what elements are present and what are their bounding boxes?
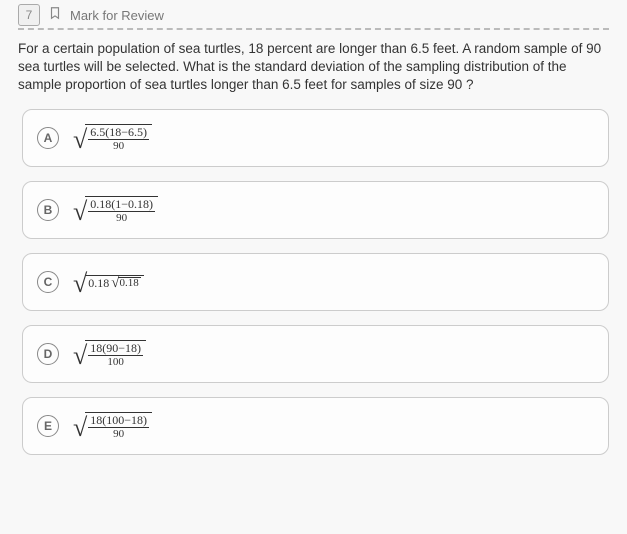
opt-e-den: 90 [113, 428, 124, 440]
option-letter-a: A [37, 127, 59, 149]
bookmark-icon[interactable] [48, 5, 62, 26]
option-c-formula: √ 0.18 √ 0.18 [73, 274, 144, 290]
option-letter-d: D [37, 343, 59, 365]
page-root: 7 Mark for Review For a certain populati… [0, 0, 627, 465]
opt-a-num: 6.5(18−6.5) [88, 126, 149, 140]
option-e-formula: √ 18(100−18) 90 [73, 412, 152, 440]
option-letter-e: E [37, 415, 59, 437]
question-number: 7 [18, 4, 40, 26]
option-b[interactable]: B √ 0.18(1−0.18) 90 [22, 181, 609, 239]
option-a[interactable]: A √ 6.5(18−6.5) 90 [22, 109, 609, 167]
option-letter-c: C [37, 271, 59, 293]
opt-d-num: 18(90−18) [88, 342, 143, 356]
option-a-formula: √ 6.5(18−6.5) 90 [73, 124, 152, 152]
option-d[interactable]: D √ 18(90−18) 100 [22, 325, 609, 383]
opt-c-prefix: 0.18 [88, 277, 109, 289]
option-letter-b: B [37, 199, 59, 221]
mark-for-review-label[interactable]: Mark for Review [70, 8, 164, 23]
option-d-formula: √ 18(90−18) 100 [73, 340, 146, 368]
topbar: 7 Mark for Review [18, 0, 609, 30]
options-list: A √ 6.5(18−6.5) 90 B √ [18, 109, 609, 455]
option-b-formula: √ 0.18(1−0.18) 90 [73, 196, 158, 224]
opt-c-inner: 0.18 [118, 277, 141, 289]
option-e[interactable]: E √ 18(100−18) 90 [22, 397, 609, 455]
opt-a-den: 90 [113, 140, 124, 152]
opt-b-num: 0.18(1−0.18) [88, 198, 155, 212]
opt-e-num: 18(100−18) [88, 414, 149, 428]
opt-d-den: 100 [107, 356, 124, 368]
question-text: For a certain population of sea turtles,… [18, 40, 609, 95]
opt-b-den: 90 [116, 212, 127, 224]
option-c[interactable]: C √ 0.18 √ 0.18 [22, 253, 609, 311]
